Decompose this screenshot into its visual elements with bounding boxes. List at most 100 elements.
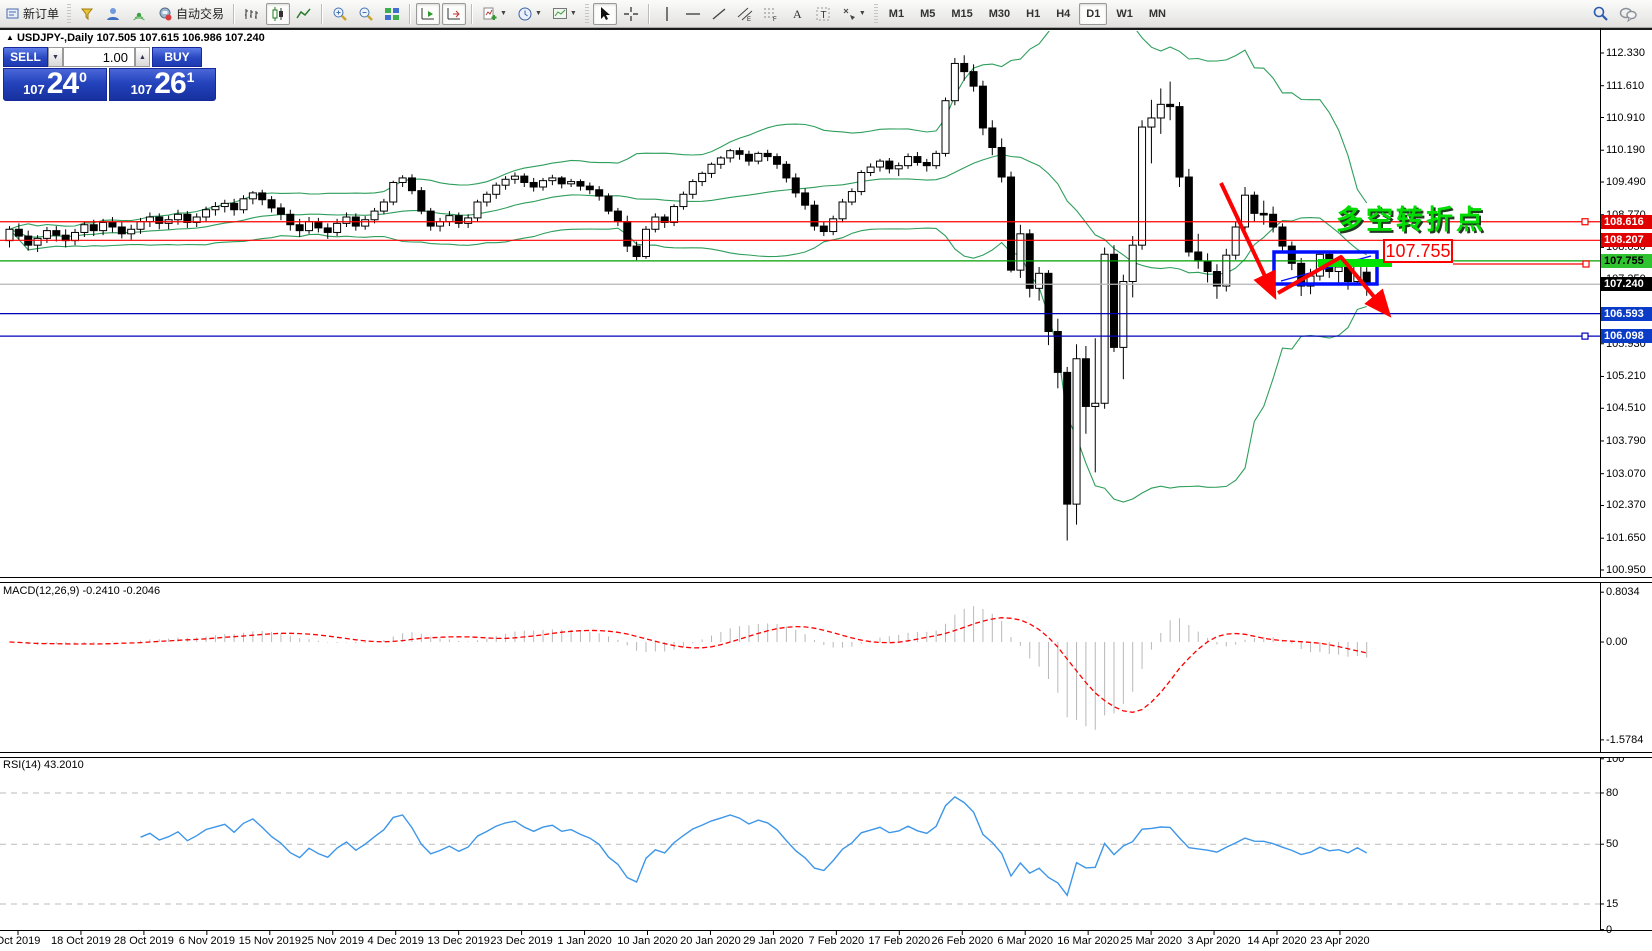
axis-tick-label: 0.8034 — [1606, 586, 1640, 599]
svg-text:T: T — [820, 10, 826, 21]
chart-window[interactable] — [0, 28, 1652, 951]
timeframe-mn[interactable]: MN — [1148, 7, 1166, 20]
date-axis-label: 3 Apr 2020 — [1187, 935, 1241, 947]
volume-decrease-button[interactable]: ▼ — [48, 47, 63, 67]
zoom-out-icon — [358, 6, 374, 22]
price-badge: 108.616 — [1601, 214, 1652, 229]
autotrading-icon — [157, 6, 173, 22]
date-axis-label: 6 Mar 2020 — [997, 935, 1054, 947]
axis-tick-label: 103.070 — [1606, 467, 1646, 480]
new-order-button[interactable]: 新订单 — [1, 3, 63, 25]
toolbar-button-label: 自动交易 — [176, 7, 225, 21]
volume-input[interactable]: 1.00 — [63, 47, 135, 67]
crosshair-button[interactable] — [619, 3, 643, 25]
timeframe-h1[interactable]: H1 — [1026, 7, 1041, 20]
toolbar-button-label: 新订单 — [23, 7, 60, 21]
rsi-title: RSI(14) — [3, 759, 41, 771]
timeframe-h4[interactable]: H4 — [1056, 7, 1071, 20]
axis-tick-label: 0.00 — [1606, 636, 1628, 648]
axis-tick-label: 0 — [1606, 923, 1613, 936]
indicators-icon — [482, 6, 498, 22]
fibonacci-button[interactable]: F — [759, 3, 783, 25]
trendline-button[interactable] — [707, 3, 731, 25]
date-axis-label: 20 Jan 2020 — [680, 935, 741, 947]
indicators-button[interactable]: ▼ — [478, 3, 511, 25]
toolbar-separator — [471, 3, 474, 24]
macd-title: MACD(12,26,9) — [3, 585, 80, 597]
price-badge: 106.593 — [1601, 306, 1652, 321]
buy-price-point: 1 — [186, 69, 195, 85]
templates-button[interactable]: ▼ — [548, 3, 581, 25]
price-badge: 107.240 — [1601, 277, 1652, 292]
timeframe-w1[interactable]: W1 — [1116, 7, 1133, 20]
sell-button[interactable]: SELL — [3, 47, 48, 67]
signals-icon[interactable] — [127, 3, 151, 25]
arrows-button[interactable]: ▼ — [837, 3, 870, 25]
ohlc-open: 107.505 — [96, 32, 137, 44]
auto-scroll-button[interactable] — [416, 2, 441, 25]
rsi-label: RSI(14) 43.2010 — [3, 759, 84, 771]
chevron-down-icon: ▼ — [569, 10, 577, 17]
line-chart-icon — [296, 6, 312, 22]
date-axis-label: 28 Oct 2019 — [113, 935, 174, 947]
chart-shift-button[interactable] — [442, 2, 467, 25]
community-icon-icon — [105, 6, 121, 22]
axis-tick-label: 100.950 — [1606, 563, 1646, 576]
vertical-line-button[interactable] — [655, 3, 679, 25]
date-axis-label: 26 Feb 2020 — [931, 935, 994, 947]
line-chart-button[interactable] — [292, 3, 316, 25]
chevron-down-icon: ▼ — [858, 10, 866, 17]
buy-price-display[interactable]: 107 26 1 — [109, 68, 216, 101]
date-axis-label: 13 Dec 2019 — [427, 935, 490, 947]
buy-price-pips: 26 — [154, 67, 186, 100]
axis-tick-label: 112.330 — [1606, 47, 1645, 59]
horizontal-line-button[interactable] — [681, 3, 705, 25]
axis-tick-label: 109.490 — [1606, 176, 1646, 189]
bar-chart-icon — [244, 6, 260, 22]
text-button[interactable]: A — [785, 3, 809, 25]
zoom-in-button[interactable] — [328, 3, 352, 25]
price-callout-label[interactable]: 107.755 — [1383, 239, 1453, 263]
tile-windows-button[interactable] — [380, 3, 404, 25]
bar-chart-button[interactable] — [240, 3, 264, 25]
candlestick-chart-icon — [270, 6, 286, 22]
timeframe-d1[interactable]: D1 — [1079, 2, 1108, 25]
sell-price-display[interactable]: 107 24 0 — [3, 68, 107, 101]
timeframe-m1[interactable]: M1 — [888, 7, 905, 20]
price-badge: 107.755 — [1601, 253, 1652, 268]
buy-button[interactable]: BUY — [152, 47, 202, 67]
toolbar-separator — [233, 3, 236, 24]
pivot-annotation-text[interactable]: 多空转折点 — [1336, 205, 1486, 235]
autotrading-button[interactable]: 自动交易 — [153, 3, 228, 25]
toolbar-separator — [409, 3, 412, 24]
search-icon[interactable] — [1588, 3, 1613, 25]
fibonacci-icon: F — [763, 6, 779, 22]
chat-icon[interactable] — [1615, 3, 1641, 25]
date-axis-label: 14 Apr 2020 — [1247, 935, 1307, 947]
equidistant-channel-button[interactable]: E — [733, 3, 757, 25]
date-axis-label: 23 Dec 2019 — [490, 935, 553, 947]
cursor-button[interactable] — [592, 2, 617, 25]
volume-increase-button[interactable]: ▲ — [135, 47, 150, 67]
chevron-down-icon: ▼ — [534, 10, 542, 17]
candlestick-chart-button[interactable] — [266, 2, 291, 25]
community-icon[interactable] — [101, 3, 125, 25]
sell-price-pips: 24 — [46, 67, 79, 100]
timeframe-m30[interactable]: M30 — [988, 7, 1011, 20]
text-icon: A — [789, 6, 805, 22]
panel-separator[interactable] — [0, 752, 1652, 758]
timeframe-m5[interactable]: M5 — [920, 7, 936, 20]
panel-separator[interactable] — [0, 577, 1652, 583]
axis-tick-label: 103.790 — [1606, 434, 1646, 447]
zoom-out-button[interactable] — [354, 3, 378, 25]
toolbar-grip — [584, 3, 589, 24]
zoom-in-icon — [332, 6, 348, 22]
timeframe-m15[interactable]: M15 — [951, 7, 973, 20]
periods-button[interactable]: ▼ — [513, 3, 546, 25]
text-label-button[interactable]: T — [811, 3, 835, 25]
funnel-icon[interactable] — [75, 3, 99, 25]
macd-label: MACD(12,26,9) -0.2410 -0.2046 — [3, 585, 160, 597]
equidistant-channel-icon: E — [737, 6, 753, 22]
auto-scroll-icon — [420, 6, 436, 22]
